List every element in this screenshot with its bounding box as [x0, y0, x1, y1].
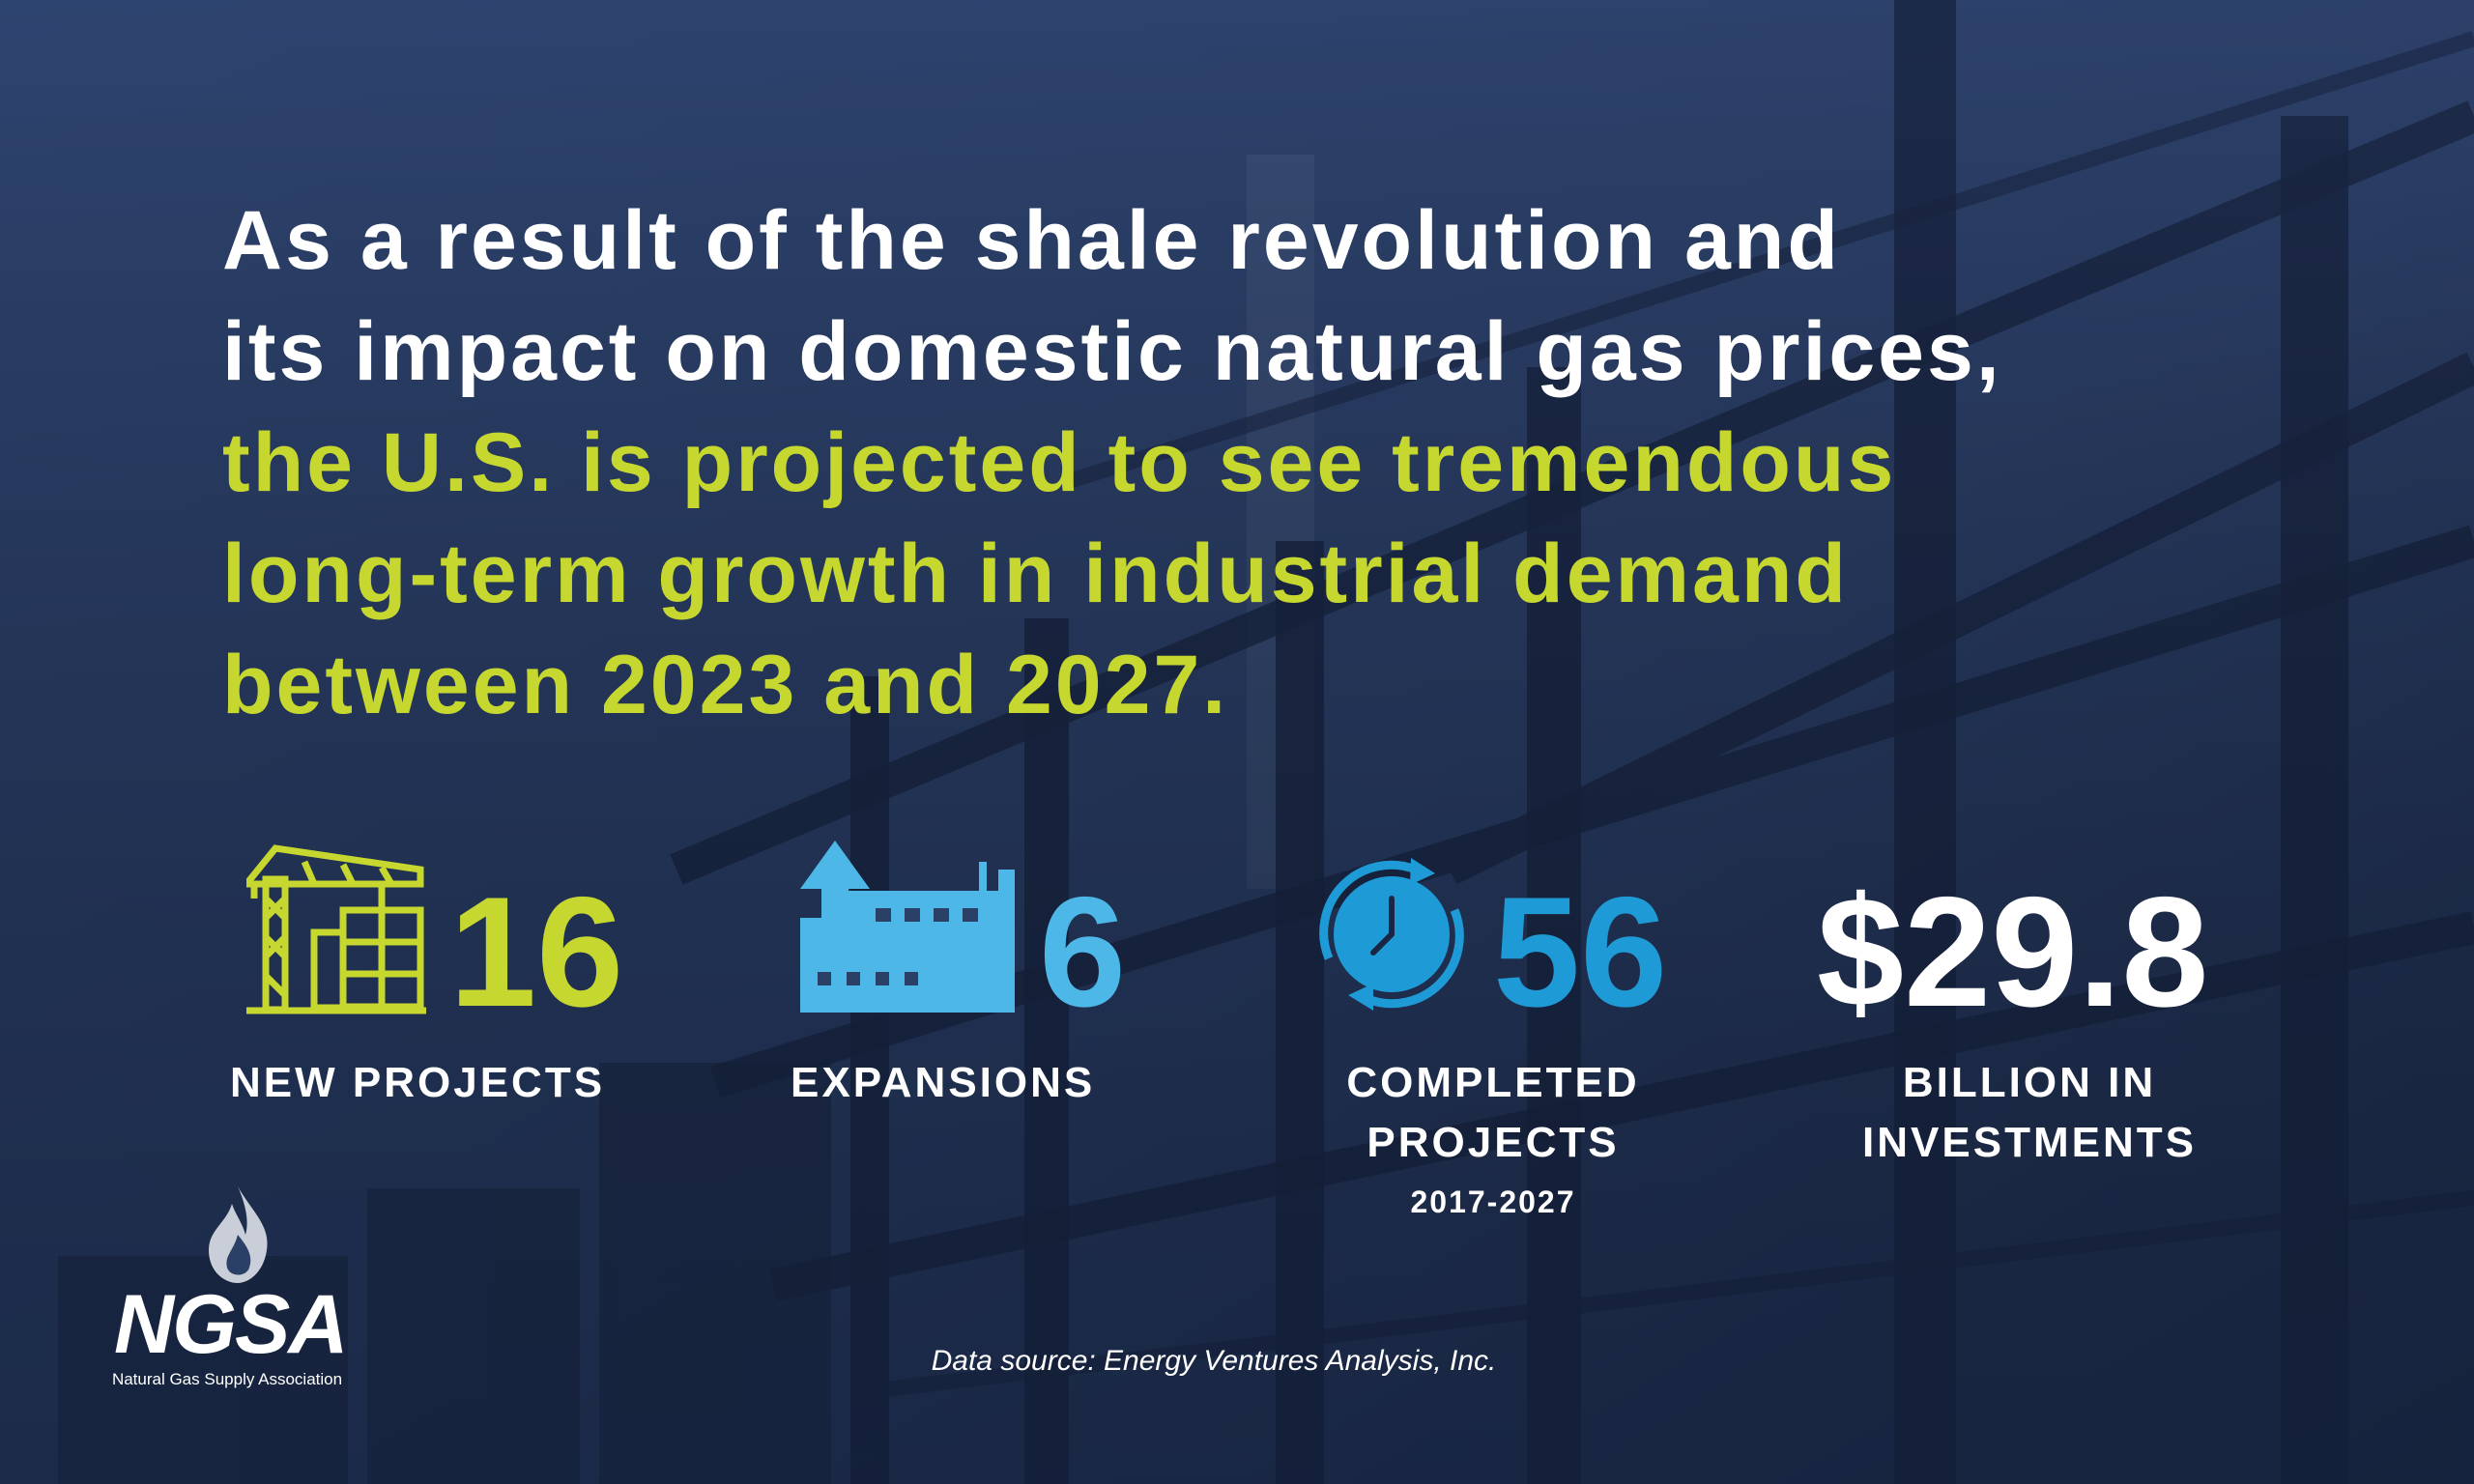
stat-label-expansions: EXPANSIONS: [791, 1059, 1096, 1106]
headline-highlight-line-3: between 2023 and 2027.: [222, 639, 1229, 731]
stat-label-investments-line-1: BILLION IN: [1902, 1059, 2157, 1106]
stat-label-investments: BILLION IN INVESTMENTS: [1798, 1053, 2261, 1173]
headline-highlight-line-2: long-term growth in industrial demand: [222, 528, 1849, 620]
headline: As a result of the shale revolution and …: [222, 186, 2397, 741]
headline-line-1: As a result of the shale revolution and: [222, 194, 1841, 287]
stat-value-expansions: 6: [1039, 865, 1127, 1040]
stat-value-completed-projects: 56: [1493, 865, 1668, 1040]
clock-cycle-icon: [1319, 858, 1464, 1011]
stat-label-new-projects: NEW PROJECTS: [230, 1059, 606, 1106]
stat-label-investments-line-2: INVESTMENTS: [1862, 1119, 2197, 1166]
stat-label-completed-line-2: PROJECTS: [1366, 1119, 1620, 1166]
flame-icon: [209, 1186, 268, 1283]
construction-crane-icon: [246, 844, 426, 1014]
factory-expansion-icon: [800, 841, 1015, 1013]
stat-value-investments: $29.8: [1817, 865, 2209, 1040]
stat-label-completed-line-1: COMPLETED: [1346, 1059, 1640, 1106]
stat-period-completed-projects: 2017-2027: [1410, 1184, 1576, 1219]
headline-highlight-line-1: the U.S. is projected to see tremendous: [222, 416, 1897, 509]
logo-name: NGSA: [114, 1278, 348, 1371]
stat-value-new-projects: 16: [449, 865, 624, 1040]
stat-label-completed-projects: COMPLETED PROJECTS: [1256, 1053, 1730, 1173]
headline-line-2: its impact on domestic natural gas price…: [222, 305, 2002, 398]
data-source: Data source: Energy Ventures Analysis, I…: [931, 1345, 1497, 1377]
logo-tagline: Natural Gas Supply Association: [111, 1370, 343, 1388]
